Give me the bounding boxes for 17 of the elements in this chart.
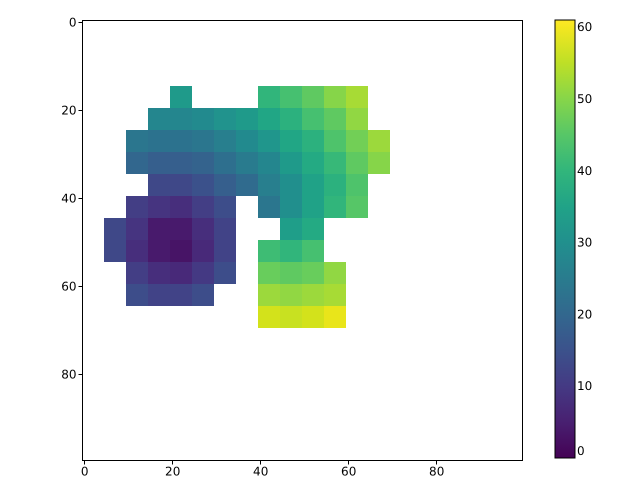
x-tick-label: 60: [341, 464, 356, 478]
color-bar-label: 10: [577, 379, 592, 394]
x-tick-label: 40: [253, 464, 268, 478]
color-bar-label: 0: [577, 444, 585, 458]
color-bar-label: 50: [577, 92, 592, 106]
y-tick-label: 40: [61, 192, 76, 206]
color-bar-label: 40: [577, 164, 592, 178]
y-tick-label: 0: [68, 16, 76, 30]
color-bar-label: 60: [577, 20, 592, 34]
y-tick-label: 60: [61, 280, 76, 294]
color-bar-label: 30: [577, 236, 592, 250]
y-tick-label: 80: [61, 368, 76, 382]
y-tick-label: 20: [61, 104, 76, 118]
x-tick-label: 80: [429, 464, 444, 478]
color-bar-label: 20: [577, 307, 592, 322]
x-tick-label: 0: [80, 464, 89, 478]
x-tick-label: 20: [165, 464, 180, 478]
